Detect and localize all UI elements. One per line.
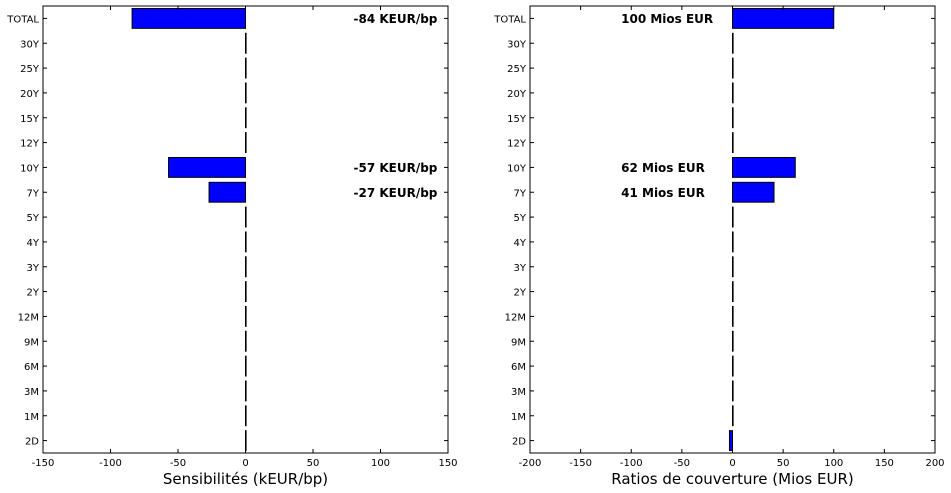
bar-10y — [168, 156, 246, 178]
y-tick-label: 2Y — [514, 288, 527, 299]
y-tick-label: 25Y — [20, 64, 40, 75]
bar-annotation: 41 Mios EUR — [621, 186, 705, 200]
bar-7y — [208, 181, 247, 203]
y-tick-label: 10Y — [507, 163, 527, 174]
y-tick-label: 20Y — [20, 89, 40, 100]
x-tick-label: -150 — [569, 458, 592, 469]
y-tick-label: 15Y — [20, 114, 40, 125]
bar-total — [131, 7, 247, 29]
x-tick-label: 50 — [307, 458, 320, 469]
x-axis-label: Sensibilités (kEUR/bp) — [163, 470, 328, 488]
y-tick-label: 5Y — [27, 213, 40, 224]
y-tick-label: 12M — [18, 312, 39, 323]
x-tick-label: 0 — [729, 458, 735, 469]
x-tick-label: 150 — [875, 458, 894, 469]
y-tick-label: 12Y — [507, 139, 527, 150]
x-tick-label: 0 — [242, 458, 248, 469]
y-tick-label: 2D — [25, 437, 39, 448]
y-tick-label: 12M — [505, 312, 526, 323]
y-tick-label: 2Y — [27, 288, 40, 299]
y-tick-label: 2D — [512, 437, 526, 448]
bar-total — [732, 7, 835, 29]
sensitivity-chart: TOTAL 30Y 25Y 20Y 15Y 12Y 10Y 7Y 5Y 4Y 3Y 2Y 12M 9M 6M… — [6, 5, 458, 488]
y-tick-label: 30Y — [20, 39, 40, 50]
y-tick-label: 3Y — [514, 263, 527, 274]
bar-annotation: 62 Mios EUR — [621, 161, 705, 175]
y-tick-label: 9M — [511, 337, 526, 348]
y-tick-label: 6M — [24, 362, 39, 373]
y-tick-label: TOTAL — [6, 14, 39, 25]
y-tick-label: 1M — [24, 412, 39, 423]
x-tick-label: 100 — [824, 458, 843, 469]
y-tick-label: 3M — [24, 387, 39, 398]
x-tick-label: -200 — [519, 458, 542, 469]
bar-annotation: -57 KEUR/bp — [354, 161, 438, 175]
bar-7y — [732, 181, 775, 203]
y-tick-label: 30Y — [507, 39, 527, 50]
y-tick-label: 15Y — [507, 114, 527, 125]
bar-annotation: -84 KEUR/bp — [354, 12, 438, 26]
y-tick-label: 1M — [511, 412, 526, 423]
x-tick-label: 150 — [438, 458, 457, 469]
x-tick-label: 50 — [777, 458, 790, 469]
y-tick-label: 3Y — [27, 263, 40, 274]
y-tick-label: 4Y — [514, 238, 527, 249]
bar-10y — [732, 156, 796, 178]
y-tick-label: TOTAL — [493, 14, 526, 25]
x-tick-label: -50 — [674, 458, 690, 469]
y-tick-label: 25Y — [507, 64, 527, 75]
x-tick-label: -150 — [32, 458, 55, 469]
y-tick-label: 12Y — [20, 139, 40, 150]
y-tick-label: 7Y — [514, 188, 527, 199]
x-tick-label: -50 — [170, 458, 186, 469]
bar-annotation: 100 Mios EUR — [621, 12, 713, 26]
x-tick-label: -100 — [620, 458, 643, 469]
y-tick-label: 5Y — [514, 213, 527, 224]
x-tick-label: -100 — [99, 458, 122, 469]
y-tick-label: 3M — [511, 387, 526, 398]
y-tick-label: 9M — [24, 337, 39, 348]
hedge-ratio-chart: TOTAL 30Y 25Y 20Y 15Y 12Y 10Y 7Y 5Y 4Y 3Y 2Y 12M 9M 6M… — [493, 5, 945, 488]
y-tick-label: 7Y — [27, 188, 40, 199]
y-tick-label: 4Y — [27, 238, 40, 249]
bar-annotation: -27 KEUR/bp — [354, 186, 438, 200]
y-tick-label: 20Y — [507, 89, 527, 100]
x-tick-label: 100 — [371, 458, 390, 469]
y-tick-label: 6M — [511, 362, 526, 373]
x-tick-label: 200 — [925, 458, 944, 469]
x-axis-label: Ratios de couverture (Mios EUR) — [611, 470, 854, 488]
bar-2d — [728, 430, 734, 452]
y-tick-label: 10Y — [20, 163, 40, 174]
